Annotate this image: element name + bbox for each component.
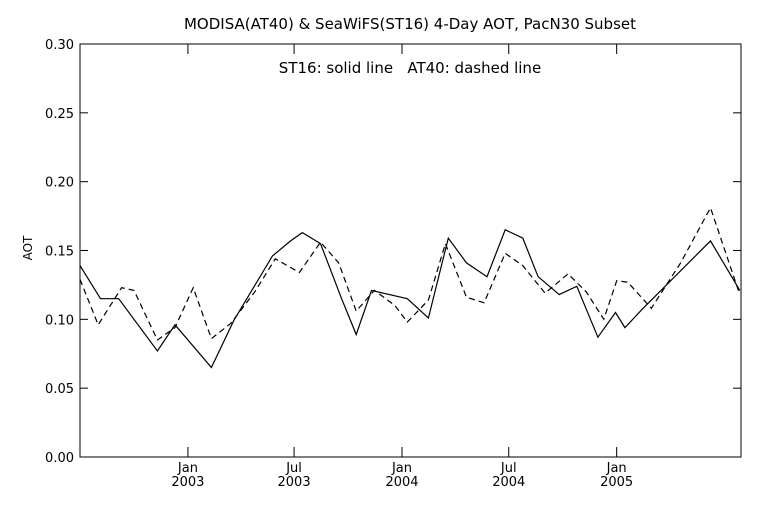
x-tick-label-month: Jul — [500, 461, 517, 476]
x-tick-label-year: 2004 — [492, 475, 525, 490]
x-tick-label-month: Jan — [177, 461, 198, 476]
x-tick-label-month: Jan — [391, 461, 412, 476]
y-tick-label: 0.15 — [45, 245, 74, 260]
y-tick-label: 0.30 — [45, 38, 74, 53]
x-tick-label-year: 2003 — [171, 475, 204, 490]
y-axis: 0.00 0.05 0.10 0.15 0.20 0.25 0.30 — [45, 38, 741, 466]
y-tick-label: 0.25 — [45, 107, 74, 122]
plot-frame — [79, 43, 742, 458]
series-layer — [79, 206, 741, 369]
line-style-annotation: ST16: solid line AT40: dashed line — [279, 59, 541, 77]
y-tick-label: 0.20 — [45, 176, 74, 191]
y-axis-label: AOT — [21, 235, 35, 260]
x-tick-label-year: 2005 — [600, 475, 633, 490]
chart-title: MODISA(AT40) & SeaWiFS(ST16) 4-Day AOT, … — [184, 15, 636, 33]
series-line-st16 — [79, 228, 741, 369]
x-tick-label-month: Jan — [606, 461, 627, 476]
x-tick-label-year: 2003 — [278, 475, 311, 490]
x-tick-label-month: Jul — [285, 461, 302, 476]
y-tick-label: 0.05 — [45, 382, 74, 397]
series-line-at40 — [79, 206, 741, 341]
y-tick-label: 0.10 — [45, 313, 74, 328]
y-tick-label: 0.00 — [45, 451, 74, 466]
x-tick-label-year: 2004 — [385, 475, 418, 490]
